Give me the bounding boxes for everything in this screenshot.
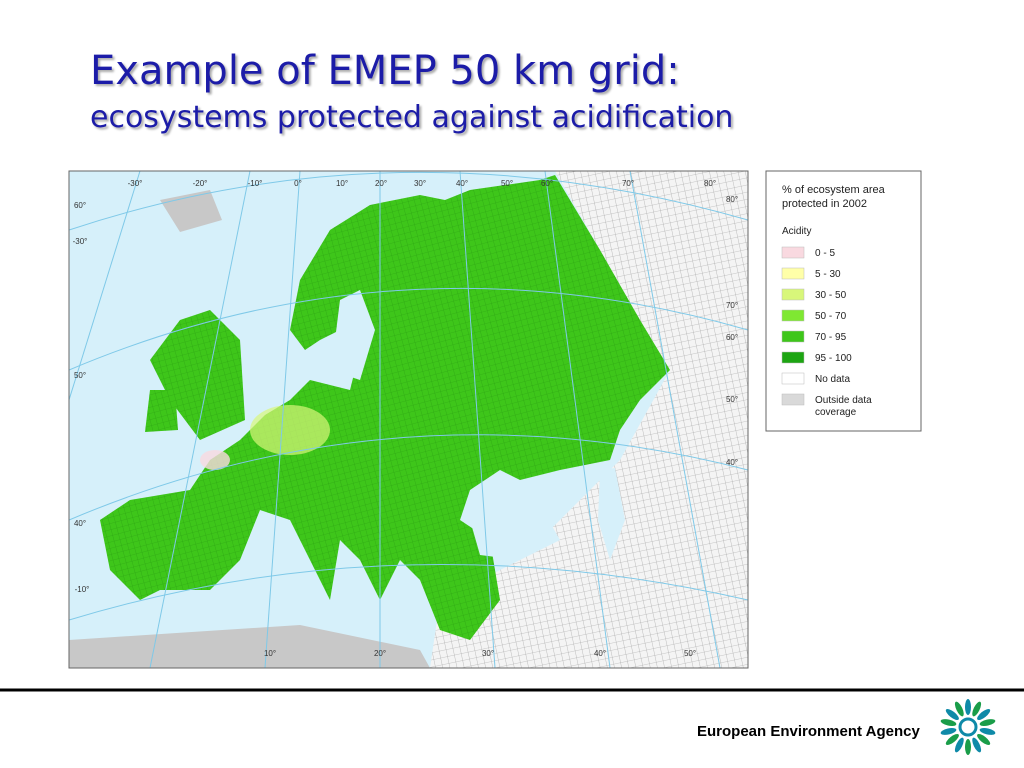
legend-swatch [781,288,805,301]
legend-label: 50 - 70 [815,311,847,322]
legend-label: 70 - 95 [815,332,847,343]
graticule-label: 20° [374,649,386,658]
graticule-label: 30° [414,179,426,188]
logo-ray [979,719,996,726]
logo-ray [940,728,957,735]
logo-ray [954,701,964,717]
graticule-label: 0° [294,179,302,188]
legend-label: 0 - 5 [815,248,835,259]
logo-ray [977,733,991,745]
graticule-label: 50° [74,371,86,380]
britain [150,310,245,440]
slide-subtitle: ecosystems protected against acidificati… [90,100,734,135]
graticule-label: -30° [73,237,88,246]
legend-label: Outside data coverage [815,395,872,418]
low-protection-zone [200,450,230,470]
legend-title: % of ecosystem area protected in 2002 [782,184,886,210]
logo-ray [979,728,996,735]
graticule-label: 40° [726,458,738,467]
graticule-label: 40° [594,649,606,658]
graticule-label: -30° [128,179,143,188]
legend-subtitle: Acidity [782,226,811,237]
graticule-label: -20° [193,179,208,188]
graticule-label: 50° [684,649,696,658]
graticule-label: 50° [501,179,513,188]
graticule [69,171,748,668]
legend-swatch [781,330,805,343]
graticule-label: 70° [726,301,738,310]
graticule-label: 70° [622,179,634,188]
legend-label: No data [815,374,850,385]
slide-title: Example of EMEP 50 km grid: [90,48,680,94]
graticule-label: 10° [336,179,348,188]
graticule-label: 60° [541,179,553,188]
black-sea [470,505,560,560]
legend-swatch [781,351,805,364]
low-protection-zone [250,405,330,455]
caspian-sea [598,468,625,560]
baltic-sea [335,290,375,380]
map-frame [68,170,749,669]
legend-swatch [781,309,805,322]
graticule-label: 80° [726,195,738,204]
logo-ray [965,699,971,715]
legend-swatch [781,372,805,385]
europe-grid [100,175,670,640]
africa [69,625,430,668]
legend-label: 95 - 100 [815,353,852,364]
legend-label: 5 - 30 [815,269,841,280]
agency-name: European Environment Agency [697,723,920,740]
legend-swatch [781,267,805,280]
logo-ray [945,709,959,721]
map [69,171,748,668]
legend-box [765,170,922,432]
graticule-label: 50° [726,395,738,404]
logo-ray [972,737,982,753]
graticule-label: -10° [75,585,90,594]
logo-ray [954,737,964,753]
legend-label: 30 - 50 [815,290,847,301]
graticule-label: 30° [482,649,494,658]
legend-swatch [781,393,805,406]
graticule-label: 60° [74,201,86,210]
agency-logo [940,699,996,755]
graticule-label: 20° [375,179,387,188]
graticule-label: 80° [704,179,716,188]
legend-swatch [781,246,805,259]
logo-ray [977,709,991,721]
graticule-label: 40° [74,519,86,528]
ireland [145,390,178,432]
graticule-label: 10° [264,649,276,658]
logo-ray [940,719,957,726]
outside-area [430,171,748,668]
graticule-label: -10° [248,179,263,188]
logo-ray [972,701,982,717]
logo-ray [965,739,971,755]
logo-ray [945,733,959,745]
graticule-label: 60° [726,333,738,342]
graticule-label: 40° [456,179,468,188]
